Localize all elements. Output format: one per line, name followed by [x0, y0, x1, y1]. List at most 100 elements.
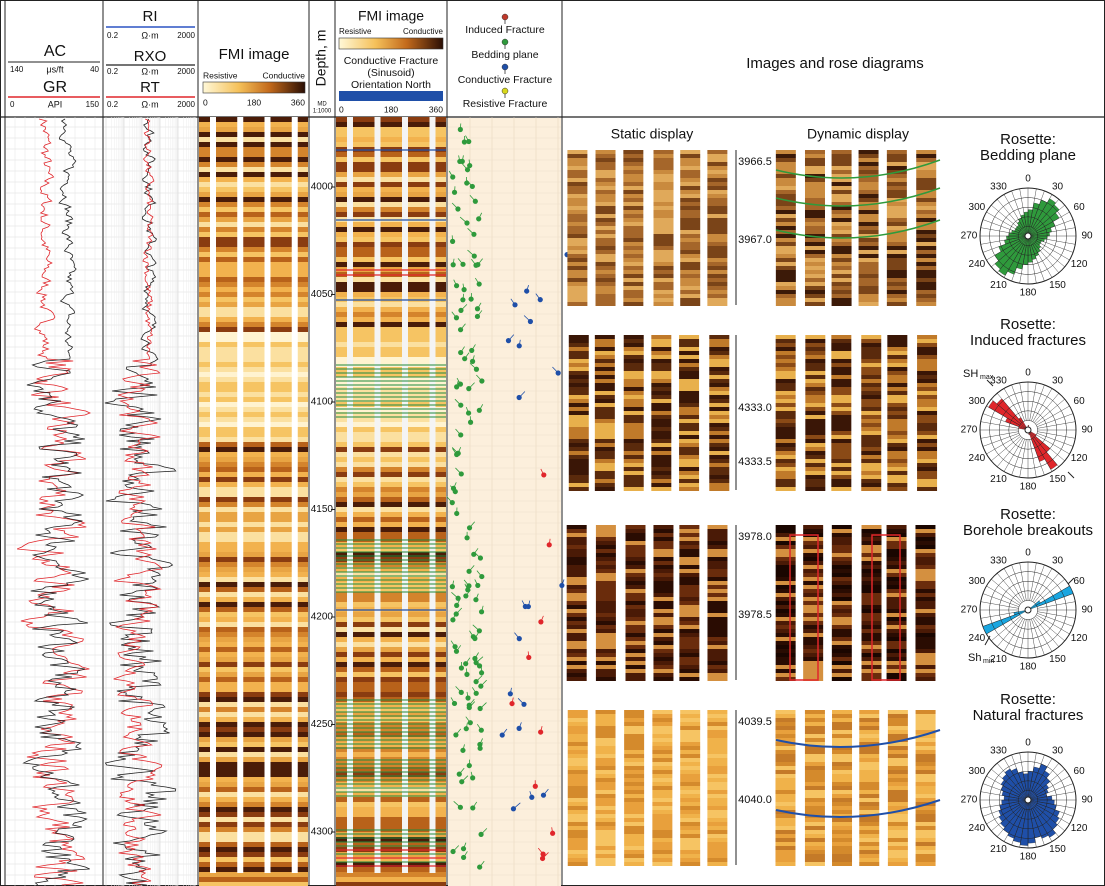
label: 0: [339, 104, 344, 114]
image-band: [680, 838, 700, 842]
angle-label: 0: [1025, 174, 1031, 185]
image-band: [651, 411, 671, 415]
image-band: [859, 858, 879, 862]
image-band: [803, 629, 823, 633]
image-band: [652, 762, 672, 766]
image-band: [832, 730, 852, 734]
image-band: [861, 387, 881, 391]
image-band: [916, 810, 936, 814]
image-band: [887, 541, 907, 545]
image-band: [653, 661, 673, 665]
image-band: [805, 403, 825, 407]
image-band: [859, 830, 879, 834]
image-band: [569, 359, 589, 363]
angle-label: 90: [1081, 795, 1093, 806]
image-band: [652, 814, 672, 818]
image-band: [776, 483, 796, 487]
image-band: [680, 270, 700, 274]
image-band: [861, 435, 881, 439]
image-band: [569, 371, 589, 375]
image-band: [709, 351, 729, 355]
image-band: [569, 351, 589, 355]
image-band: [567, 278, 587, 282]
image-band: [803, 633, 823, 637]
image-band: [596, 609, 616, 613]
image-band: [916, 282, 936, 286]
image-band: [859, 226, 879, 230]
image-band: [679, 589, 699, 593]
image-band: [624, 459, 644, 463]
image-band: [568, 786, 588, 790]
image-band: [624, 830, 644, 834]
image-band: [803, 649, 823, 653]
image-band: [624, 734, 644, 738]
image-band: [679, 561, 699, 565]
image-band: [707, 838, 727, 842]
image-band: [831, 423, 851, 427]
image-band: [652, 830, 672, 834]
image-band: [652, 846, 672, 850]
image-band: [776, 629, 796, 633]
image-band: [805, 226, 825, 230]
image-band: [653, 549, 673, 553]
image-band: [679, 435, 699, 439]
image-band: [596, 718, 616, 722]
image-band: [917, 359, 937, 363]
image-band: [596, 605, 616, 609]
image-band: [567, 597, 587, 601]
image-band: [623, 214, 643, 218]
image-band: [596, 746, 616, 750]
image-band: [707, 738, 727, 742]
image-band: [776, 561, 796, 565]
image-band: [653, 150, 673, 154]
image-band: [653, 541, 673, 545]
image-band: [888, 790, 908, 794]
image-band: [803, 657, 823, 661]
image-band: [916, 242, 936, 246]
image-band: [776, 363, 796, 367]
angle-label: 60: [1074, 396, 1086, 407]
image-band: [887, 645, 907, 649]
image-band: [569, 379, 589, 383]
angle-label: 330: [990, 555, 1007, 566]
image-band: [653, 230, 673, 234]
image-band: [776, 182, 796, 186]
image-band: [887, 186, 907, 190]
image-band: [805, 766, 825, 770]
image-band: [709, 455, 729, 459]
image-band: [595, 359, 615, 363]
image-band: [567, 154, 587, 158]
image-band: [832, 714, 852, 718]
image-band: [651, 471, 671, 475]
image-band: [567, 649, 587, 653]
image-band: [832, 794, 852, 798]
image-band: [567, 190, 587, 194]
image-band: [653, 222, 673, 226]
image-band: [707, 657, 727, 661]
angle-label: 300: [969, 576, 986, 587]
image-band: [680, 810, 700, 814]
image-band: [805, 834, 825, 838]
image-band: [859, 246, 879, 250]
image-band: [680, 790, 700, 794]
image-band: [917, 335, 937, 339]
image-band: [916, 154, 936, 158]
image-band: [917, 455, 937, 459]
image-band: [651, 431, 671, 435]
image-band: [805, 838, 825, 842]
image-band: [776, 549, 796, 553]
image-band: [709, 395, 729, 399]
image-band: [623, 274, 643, 278]
image-band: [859, 238, 879, 242]
image-band: [567, 262, 587, 266]
image-band: [832, 158, 852, 162]
image-band: [567, 653, 587, 657]
image-band: [805, 738, 825, 742]
image-band: [707, 154, 727, 158]
image-band: [653, 254, 673, 258]
image-band: [567, 641, 587, 645]
angle-label: 210: [990, 280, 1007, 291]
image-band: [569, 471, 589, 475]
image-band: [887, 375, 907, 379]
image-band: [567, 633, 587, 637]
